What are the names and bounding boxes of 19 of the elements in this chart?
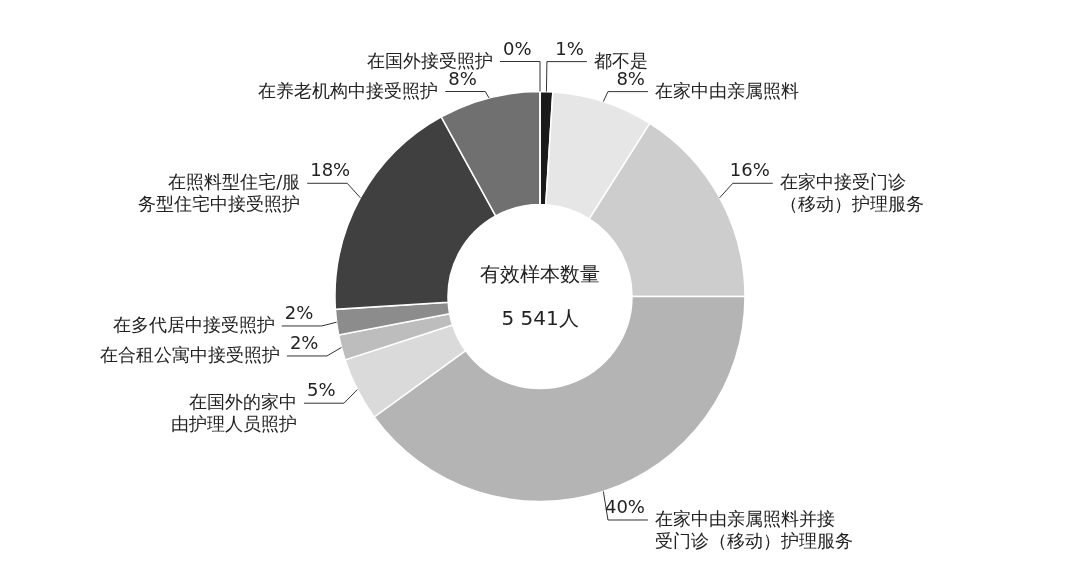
slice-label: 在照料型住宅/服务型住宅中接受照护 <box>138 171 301 215</box>
data-label: 40% <box>604 496 645 517</box>
text: 0% <box>503 37 532 59</box>
text: 有效样本数量 <box>480 261 600 286</box>
data-label: 16% <box>729 159 770 181</box>
slice-label: 在养老机构中接受照护 <box>258 79 439 101</box>
slice-label: 在多代居中接受照护 <box>112 313 275 335</box>
data-label: 2% <box>289 331 319 353</box>
slice-label: 在国外的家中由护理人员照护 <box>170 391 297 435</box>
data-label: 2% <box>284 301 314 323</box>
slice-label: 在合租公寓中接受照护 <box>99 343 280 365</box>
slice-label: 在家中由亲属照料并接受门诊（移动）护理服务 <box>654 508 853 551</box>
slice-label: 在家中接受门诊（移动）护理服务 <box>779 171 924 215</box>
data-label: 5% <box>306 379 336 401</box>
text: 5 541人 <box>501 305 579 330</box>
data-label: 18% <box>310 159 351 181</box>
data-label: 1% <box>555 37 584 59</box>
slice-label: 在家中由亲属照料 <box>654 79 799 101</box>
category-label: 在国外接受照护 <box>367 49 493 71</box>
